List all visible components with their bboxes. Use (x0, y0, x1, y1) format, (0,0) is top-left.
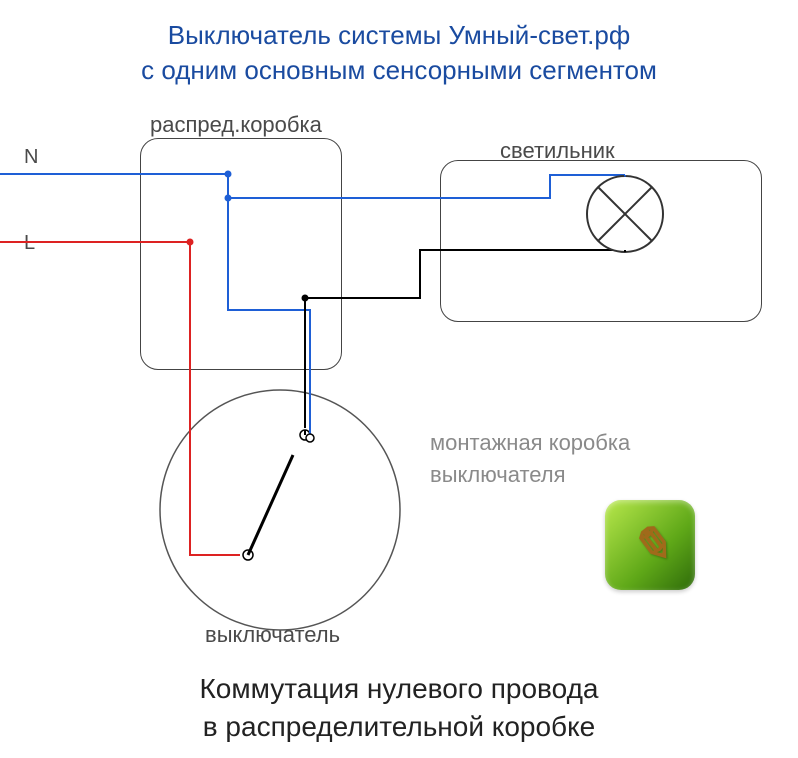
lamp-box (440, 160, 762, 322)
junction-box-label: распред.коробка (150, 112, 322, 138)
switch-symbol (243, 430, 314, 560)
mount-box-label-2: выключателя (430, 462, 566, 488)
n-label: N (24, 146, 38, 169)
diagram-title: Выключатель системы Умный-свет.рф с одни… (0, 18, 798, 88)
junction-box (140, 138, 342, 370)
l-label: L (24, 232, 35, 255)
brand-logo: ✎ (605, 500, 695, 590)
footer-line-2: в распределительной коробке (203, 711, 595, 742)
diagram-footer: Коммутация нулевого провода в распредели… (0, 670, 798, 746)
title-line-1: Выключатель системы Умный-свет.рф (168, 20, 630, 50)
wiring-diagram (0, 0, 798, 758)
lamp-label: светильник (500, 138, 615, 164)
mount-box-label-1: монтажная коробка (430, 430, 630, 456)
title-line-2: с одним основным сенсорными сегментом (141, 55, 657, 85)
brand-logo-glyph: ✎ (630, 517, 670, 573)
footer-line-1: Коммутация нулевого провода (200, 673, 599, 704)
switch-label: выключатель (205, 622, 340, 648)
switch-circle (160, 390, 400, 630)
